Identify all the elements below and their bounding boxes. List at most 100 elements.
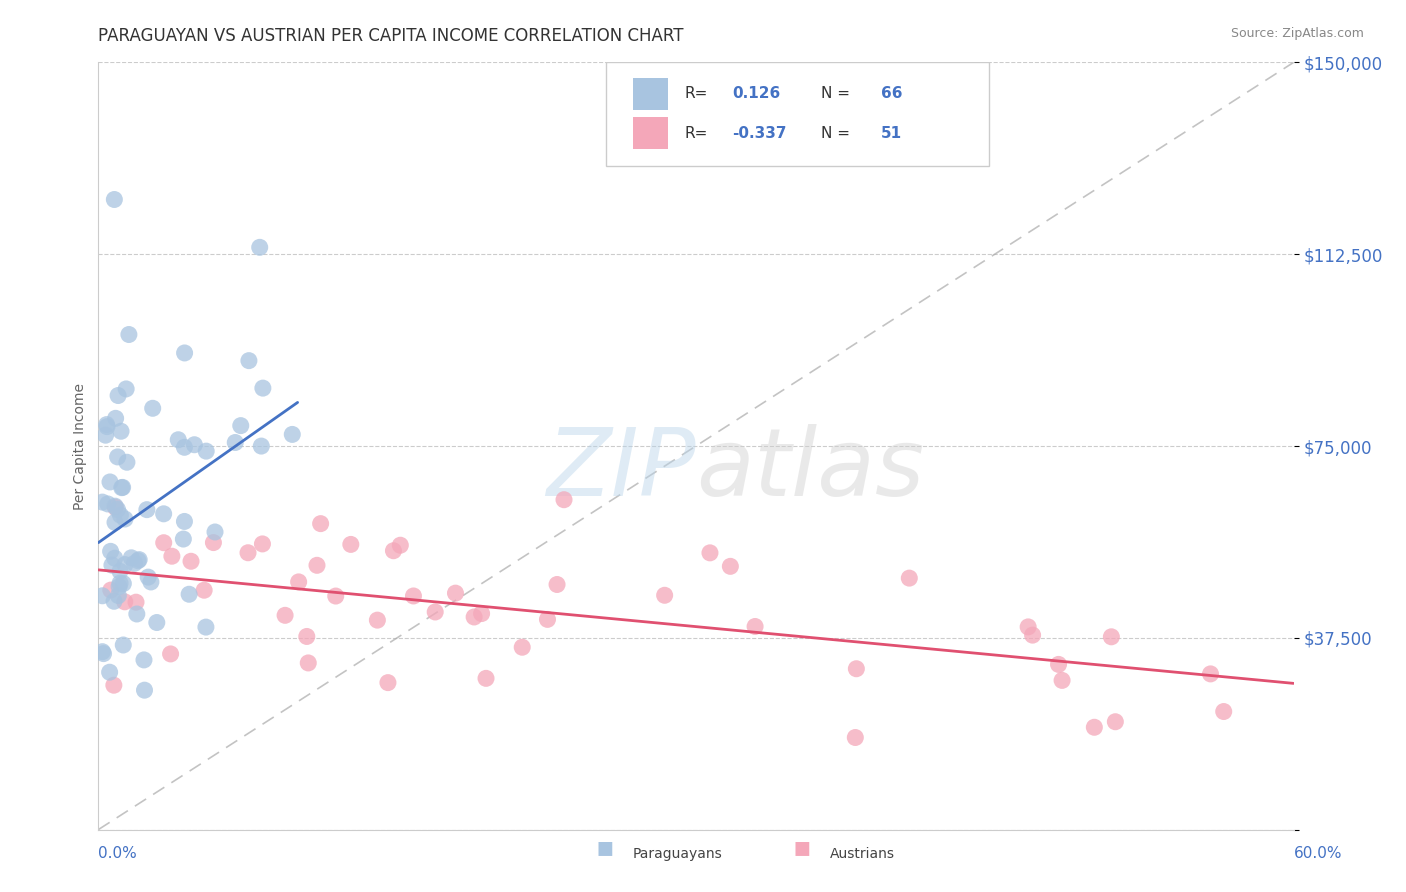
Point: [100, 544, 122, 558]
Point: [111, 480, 134, 494]
Point: [195, 444, 218, 458]
Point: [1199, 666, 1222, 681]
Point: [238, 353, 260, 368]
Text: PARAGUAYAN VS AUSTRIAN PER CAPITA INCOME CORRELATION CHART: PARAGUAYAN VS AUSTRIAN PER CAPITA INCOME…: [98, 27, 683, 45]
Point: [172, 532, 194, 546]
Point: [111, 481, 134, 495]
Point: [250, 439, 273, 453]
Point: [202, 535, 225, 549]
Point: [236, 546, 259, 560]
Text: Paraguayans: Paraguayans: [633, 847, 723, 861]
Point: [475, 671, 498, 685]
Point: [382, 543, 405, 558]
Point: [1047, 657, 1070, 672]
Point: [718, 559, 741, 574]
Point: [103, 678, 125, 692]
Point: [471, 607, 494, 621]
Point: [142, 401, 165, 416]
Point: [204, 524, 226, 539]
Point: [112, 576, 135, 591]
Text: atlas: atlas: [696, 424, 924, 515]
Point: [104, 516, 127, 530]
Point: [173, 515, 195, 529]
Point: [179, 587, 201, 601]
Point: [224, 435, 246, 450]
Point: [252, 537, 274, 551]
Text: R=: R=: [685, 86, 707, 101]
Point: [115, 382, 138, 396]
Text: Austrians: Austrians: [830, 847, 894, 861]
Point: [325, 589, 347, 603]
Point: [120, 550, 142, 565]
Point: [305, 558, 328, 573]
Text: Source: ZipAtlas.com: Source: ZipAtlas.com: [1230, 27, 1364, 40]
Text: 0.126: 0.126: [733, 86, 780, 101]
Point: [104, 551, 127, 566]
FancyBboxPatch shape: [606, 62, 988, 166]
Point: [107, 589, 129, 603]
Point: [107, 388, 129, 402]
Point: [167, 433, 190, 447]
Point: [125, 607, 148, 621]
Point: [91, 645, 114, 659]
Point: [91, 589, 114, 603]
Point: [366, 613, 388, 627]
Point: [173, 346, 195, 360]
Text: R=: R=: [685, 126, 707, 141]
Point: [173, 440, 195, 454]
Point: [139, 574, 162, 589]
Point: [377, 675, 399, 690]
Point: [114, 595, 136, 609]
Point: [1212, 705, 1234, 719]
Point: [180, 554, 202, 568]
Point: [146, 615, 169, 630]
Point: [553, 492, 575, 507]
Point: [845, 662, 868, 676]
Text: 60.0%: 60.0%: [1295, 846, 1343, 861]
Point: [402, 589, 425, 603]
Point: [193, 583, 215, 598]
Point: [844, 731, 866, 745]
Point: [159, 647, 181, 661]
Point: [287, 574, 309, 589]
Text: 51: 51: [882, 126, 903, 141]
Point: [118, 327, 141, 342]
Point: [103, 193, 125, 207]
Point: [1099, 630, 1122, 644]
Point: [309, 516, 332, 531]
Point: [93, 647, 115, 661]
Point: [425, 605, 447, 619]
Point: [114, 512, 136, 526]
Point: [340, 537, 363, 551]
Point: [744, 619, 766, 633]
Point: [152, 507, 174, 521]
Point: [108, 576, 131, 591]
Point: [97, 497, 120, 511]
Point: [112, 638, 135, 652]
Point: [101, 558, 124, 573]
Point: [536, 612, 558, 626]
Point: [96, 417, 118, 432]
Point: [510, 640, 533, 655]
Point: [249, 240, 271, 254]
Point: [108, 580, 131, 594]
Point: [444, 586, 467, 600]
Point: [229, 418, 252, 433]
Point: [1104, 714, 1126, 729]
Point: [135, 502, 157, 516]
Point: [699, 546, 721, 560]
Point: [96, 419, 118, 434]
Point: [125, 595, 148, 609]
Point: [98, 475, 121, 489]
Text: N =: N =: [821, 86, 851, 101]
Point: [124, 557, 146, 571]
Point: [104, 500, 127, 515]
Text: ▪: ▪: [595, 833, 614, 861]
Point: [104, 411, 127, 425]
Point: [115, 455, 138, 469]
Point: [91, 495, 114, 509]
Text: ZIP: ZIP: [547, 424, 696, 515]
Point: [252, 381, 274, 395]
Point: [1050, 673, 1073, 688]
Point: [898, 571, 921, 585]
